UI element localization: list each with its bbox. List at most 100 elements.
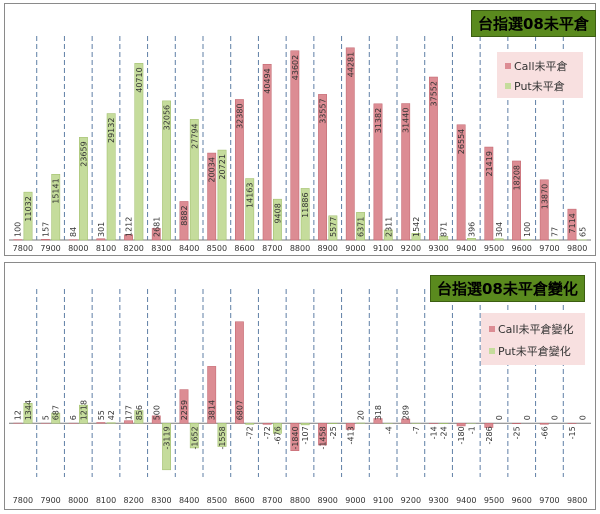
data-label-call: -14 [429, 426, 438, 439]
open-interest-chart: 100 157 84 301 1212 2681 8882 20034 32380 40494 43… [9, 36, 591, 253]
data-label-call: -15 [568, 426, 577, 439]
x-tick-label: 8000 [68, 244, 88, 253]
bar-call [290, 50, 300, 241]
data-label-put: 0 [523, 415, 532, 420]
x-tick-label: 8400 [179, 244, 199, 253]
data-label-call: 55 [97, 410, 106, 420]
data-label-call: 301 [97, 222, 106, 237]
bar-call [151, 228, 161, 241]
chart-legend: Call未平倉變化 Put未平倉變化 [481, 313, 585, 365]
data-label-put: 1218 [79, 400, 88, 420]
data-label-put: 20721 [218, 154, 227, 179]
bar-call [262, 423, 272, 425]
x-tick-label: 7900 [40, 496, 60, 505]
data-label-call: 5 [41, 415, 50, 420]
legend-swatch-put-change [489, 348, 495, 354]
x-tick-label: 7900 [40, 244, 60, 253]
chart-legend: Call未平倉 Put未平倉 [497, 52, 583, 98]
x-tick-label: 9600 [512, 244, 532, 253]
x-tick-label: 9500 [484, 244, 504, 253]
x-tick-label: 9600 [512, 496, 532, 505]
bar-call [96, 238, 106, 241]
x-tick-label: 9000 [345, 244, 365, 253]
chart-title: 台指選08未平倉 [471, 10, 596, 37]
data-label-put: -1652 [190, 426, 199, 449]
bar-put [245, 423, 255, 425]
x-tick-label: 9400 [456, 244, 476, 253]
bar-put [273, 198, 282, 241]
bar-put [356, 212, 365, 241]
data-label-put: 77 [551, 227, 560, 237]
bar-put [106, 113, 116, 241]
data-label-put: -72 [246, 426, 255, 439]
data-label-call: 157 [41, 222, 50, 237]
data-label-call: 177 [125, 405, 134, 420]
data-label-put: 32056 [163, 105, 172, 130]
data-label-call: 84 [69, 227, 78, 237]
x-tick-label: 9700 [539, 244, 559, 253]
data-label-put: -1 [467, 426, 476, 434]
x-tick-label: 9800 [567, 244, 587, 253]
legend-item-put-change: Put未平倉變化 [489, 343, 571, 359]
legend-label-put-change: Put未平倉變化 [498, 345, 571, 358]
bar-call [96, 422, 106, 424]
data-label-call: 13870 [540, 184, 549, 209]
data-label-call: 8882 [180, 205, 189, 225]
bar-put [494, 238, 504, 241]
bar-put [217, 423, 227, 447]
data-label-put: 11886 [301, 192, 310, 217]
data-label-put: 29132 [107, 118, 116, 143]
data-label-put: 2311 [384, 217, 393, 237]
bar-put [106, 422, 116, 424]
bar-call [456, 124, 466, 241]
bar-put [23, 191, 33, 241]
bar-put [189, 423, 199, 449]
data-label-call: 37552 [429, 81, 438, 106]
x-tick-label: 8100 [96, 244, 116, 253]
legend-label-call-change: Call未平倉變化 [498, 323, 574, 336]
data-label-call: 20034 [208, 157, 217, 182]
data-label-put: -3119 [163, 426, 172, 449]
data-label-call: -25 [513, 426, 522, 439]
data-label-put: 871 [440, 222, 449, 237]
x-tick-label: 8300 [151, 244, 171, 253]
bar-put [134, 410, 144, 424]
bar-put [217, 149, 227, 241]
open-interest-chart-panel: 100 157 84 301 1212 2681 8882 20034 32380 40494 43… [4, 3, 596, 256]
x-tick-label: 9200 [401, 496, 421, 505]
bar-put [439, 235, 449, 241]
legend-swatch-put [505, 83, 511, 89]
data-label-call: 100 [14, 222, 23, 237]
data-label-put: 5577 [329, 217, 338, 237]
x-tick-label: 7800 [13, 496, 33, 505]
data-label-call: 2681 [152, 217, 161, 237]
data-label-put: -24 [440, 426, 449, 439]
x-tick-label: 8600 [234, 496, 254, 505]
data-label-put: 396 [467, 222, 476, 237]
bar-put [300, 423, 310, 426]
data-label-put: 42 [107, 410, 116, 420]
data-label-put: 856 [135, 405, 144, 420]
data-label-put: 14163 [246, 183, 255, 208]
bar-call [262, 63, 272, 241]
data-label-put: 65 [578, 227, 587, 237]
x-tick-label: 8000 [68, 496, 88, 505]
data-label-put: 11032 [24, 196, 33, 221]
data-label-put: 15141 [52, 178, 61, 203]
data-label-put: 0 [495, 415, 504, 420]
data-label-put: 20 [357, 410, 366, 420]
legend-item-put: Put未平倉 [505, 78, 565, 94]
data-label-call: 31382 [374, 108, 383, 133]
bar-call [207, 366, 217, 424]
bar-call [373, 418, 383, 424]
data-label-put: 9408 [273, 203, 282, 223]
data-label-call: 289 [402, 405, 411, 420]
x-tick-label: 9100 [373, 496, 393, 505]
data-label-call: -66 [540, 426, 549, 439]
data-label-call: -72 [263, 426, 272, 439]
x-tick-label: 8800 [290, 244, 310, 253]
data-label-call: 31440 [402, 108, 411, 133]
data-label-put: 23659 [79, 141, 88, 166]
data-label-call: 6807 [235, 400, 244, 420]
bar-call [179, 201, 189, 241]
